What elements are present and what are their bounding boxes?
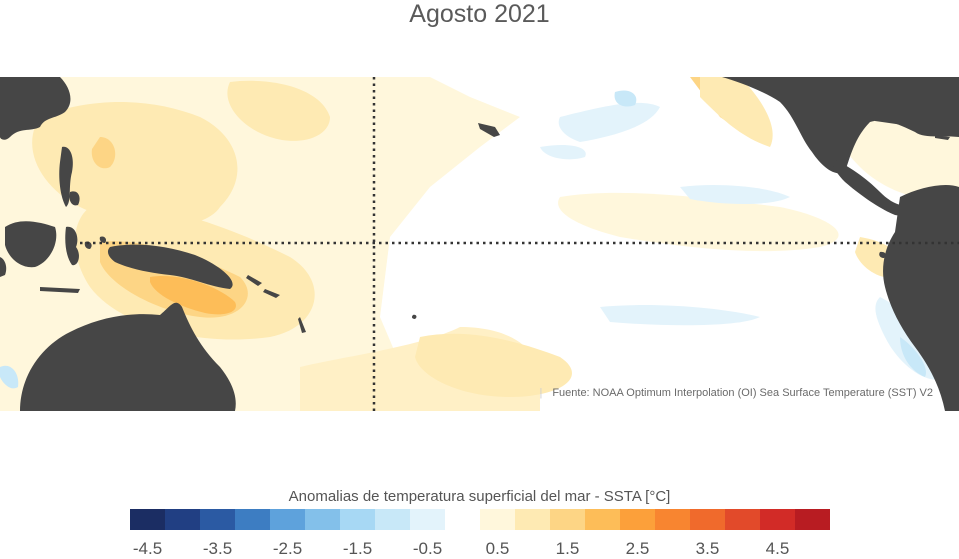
warm-anomaly-region xyxy=(227,80,330,141)
colorbar-tick-label: -3.5 xyxy=(202,539,233,558)
landmass-caribbean xyxy=(875,117,905,125)
cool-anomaly-region xyxy=(540,145,586,160)
colorbar xyxy=(130,509,830,530)
cool-anomaly-region xyxy=(680,185,790,204)
map-title: Agosto 2021 xyxy=(409,0,550,28)
colorbar-swatch xyxy=(690,509,725,530)
landmass-borneo xyxy=(5,221,57,268)
landmass-island xyxy=(263,289,280,298)
landmass-caribbean xyxy=(935,135,950,140)
warm-anomaly-region xyxy=(91,137,116,169)
colorbar-tick-label: -4.5 xyxy=(132,539,163,558)
cool-anomaly-region xyxy=(600,305,760,326)
landmass-island xyxy=(99,236,107,243)
colorbar-ticks: -4.5 -3.5 -2.5 -1.5 -0.5 0.5 1.5 2.5 3.5 4.5 xyxy=(0,539,959,559)
colorbar-swatch xyxy=(795,509,830,530)
ssta-map xyxy=(0,77,959,411)
colorbar-swatch xyxy=(340,509,375,530)
landmass-australia xyxy=(20,302,236,411)
landmass-south-america xyxy=(883,185,959,411)
landmass-philippines xyxy=(69,191,80,206)
landmass-island xyxy=(879,251,886,258)
warm-anomaly-region xyxy=(700,77,773,147)
colorbar-tick-label: 1.5 xyxy=(555,539,580,558)
colorbar-swatch xyxy=(270,509,305,530)
source-note: Fuente: NOAA Optimum Interpolation (OI) … xyxy=(539,387,933,399)
colorbar-tick-label: -0.5 xyxy=(412,539,443,558)
colorbar-swatch xyxy=(480,509,515,530)
colorbar-title: Anomalias de temperatura superficial del… xyxy=(288,488,671,505)
warm-anomaly-region xyxy=(558,192,839,252)
colorbar-swatch xyxy=(550,509,585,530)
landmass-philippines xyxy=(59,146,73,207)
colorbar-swatch xyxy=(445,509,480,530)
colorbar-swatch xyxy=(305,509,340,530)
colorbar-swatch xyxy=(165,509,200,530)
landmass-sulawesi xyxy=(65,226,79,266)
cool-anomaly-region xyxy=(614,90,637,107)
landmass-malay xyxy=(0,257,7,277)
colorbar-swatch xyxy=(585,509,620,530)
landmass-island xyxy=(246,275,262,286)
landmass-new-guinea xyxy=(107,244,233,289)
warm-anomaly-region xyxy=(150,276,236,315)
warm-anomaly-region xyxy=(32,102,238,226)
colorbar-swatch xyxy=(200,509,235,530)
colorbar-swatch xyxy=(725,509,760,530)
landmass-asia xyxy=(0,77,71,140)
colorbar-swatch xyxy=(655,509,690,530)
cool-anomaly-region xyxy=(558,102,660,142)
colorbar-tick-label: 0.5 xyxy=(485,539,510,558)
landmass-island xyxy=(411,314,417,319)
colorbar-tick-label: 2.5 xyxy=(625,539,650,558)
colorbar-tick-label: -2.5 xyxy=(272,539,303,558)
colorbar-swatch xyxy=(760,509,795,530)
colorbar-swatch xyxy=(515,509,550,530)
colorbar-tick-label: 4.5 xyxy=(765,539,790,558)
landmass-caribbean xyxy=(912,127,930,132)
cool-anomaly-region xyxy=(0,365,19,389)
landmass-hawaii xyxy=(478,123,500,137)
colorbar-tick-label: 3.5 xyxy=(695,539,720,558)
colorbar-swatch xyxy=(235,509,270,530)
warm-anomaly-region xyxy=(415,333,572,397)
landmass-island xyxy=(40,287,80,293)
landmass-island xyxy=(298,317,306,333)
colorbar-tick-label: -1.5 xyxy=(342,539,373,558)
colorbar-swatch xyxy=(375,509,410,530)
colorbar-swatch xyxy=(620,509,655,530)
cool-anomaly-region xyxy=(900,337,926,377)
colorbar-swatch xyxy=(130,509,165,530)
land-layer xyxy=(0,77,959,411)
landmass-central-america xyxy=(830,157,912,216)
landmass-island xyxy=(84,241,92,249)
landmass-north-america xyxy=(722,77,959,174)
colorbar-swatch xyxy=(410,509,445,530)
